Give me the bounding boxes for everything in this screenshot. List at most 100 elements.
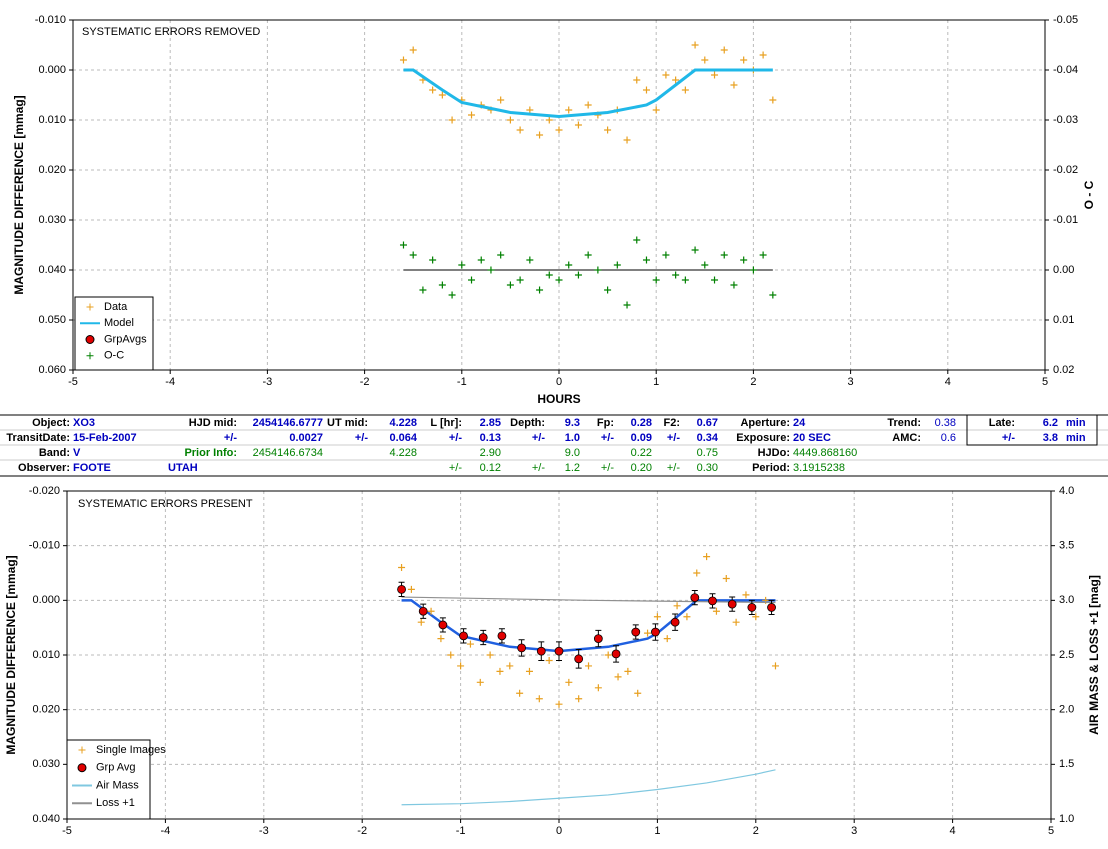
x-tick-label: -5 [62, 825, 72, 837]
legend-box [74, 296, 154, 371]
table-cell: 0.38 [935, 417, 956, 429]
x-tick-label: -3 [263, 376, 273, 388]
data-point [496, 667, 504, 675]
data-point [526, 106, 534, 114]
table-cell: XO3 [73, 417, 95, 429]
y2-tick-label: -0.01 [1053, 214, 1078, 226]
table-cell: Observer: [18, 462, 70, 474]
table-cell: 2.85 [480, 417, 501, 429]
table-cell: Late: [989, 417, 1015, 429]
table-cell: Depth: [510, 417, 545, 429]
data-point [575, 695, 583, 703]
legend-label: Data [104, 301, 128, 313]
data-point [771, 662, 779, 670]
group-average [747, 603, 757, 612]
data-point [672, 76, 680, 84]
y2-tick-label: -0.04 [1053, 64, 1078, 76]
data-point [526, 256, 534, 264]
table-cell: +/- [601, 432, 614, 444]
data-point [672, 271, 680, 279]
table-cell: 15-Feb-2007 [73, 432, 137, 444]
y-tick-label: 0.020 [38, 164, 66, 176]
x-tick-label: -5 [68, 376, 78, 388]
data-point [448, 291, 456, 299]
data-point [536, 131, 544, 139]
series-line [401, 769, 776, 806]
late-box [966, 414, 1098, 446]
series-line [403, 68, 773, 119]
y-tick-label: 0.040 [38, 264, 66, 276]
data-point [506, 116, 514, 124]
x-tick-label: 3 [848, 376, 854, 388]
x-tick-label: 1 [654, 825, 660, 837]
data-point [604, 126, 612, 134]
table-cell: 1.0 [565, 432, 580, 444]
group-average [670, 617, 680, 627]
table-cell: UT mid: [327, 417, 368, 429]
plot-frame [66, 490, 1052, 820]
x-tick-label: 1 [653, 376, 659, 388]
group-average [418, 606, 428, 616]
data-point [720, 46, 728, 54]
x-tick-label: 5 [1048, 825, 1054, 837]
y2-axis-label: O - C [1082, 180, 1096, 209]
table-cell: 0.12 [480, 462, 501, 474]
group-average [767, 603, 776, 612]
legend-label: Air Mass [96, 779, 139, 791]
y2-tick-label: 0.02 [1053, 364, 1074, 376]
y-axis-label: MAGNITUDE DIFFERENCE [mmag] [4, 555, 18, 754]
y2-tick-label: 1.0 [1059, 813, 1074, 825]
group-average [690, 593, 700, 602]
table-cell: 0.13 [480, 432, 501, 444]
table-cell: TransitDate: [6, 432, 70, 444]
data-point [447, 651, 455, 659]
data-point [652, 106, 660, 114]
y-tick-label: 0.030 [32, 758, 60, 770]
data-point [752, 613, 760, 621]
group-average [574, 654, 584, 664]
y-tick-label: 0.060 [38, 364, 66, 376]
data-point [427, 607, 435, 615]
group-average [438, 620, 448, 630]
data-point [749, 266, 757, 274]
data-point [429, 256, 437, 264]
chart-title: SYSTEMATIC ERRORS REMOVED [82, 26, 260, 38]
table-cell: 24 [793, 417, 806, 429]
group-average [651, 627, 660, 637]
info-table [0, 414, 1108, 477]
group-average [631, 627, 641, 637]
data-point [458, 261, 466, 269]
table-cell: min [1066, 432, 1086, 444]
y-tick-label: 0.000 [38, 64, 66, 76]
group-average [536, 646, 546, 656]
data-point [584, 101, 592, 109]
table-cell: Fp: [597, 417, 614, 429]
table-cell: FOOTE [73, 462, 111, 474]
data-point [565, 261, 573, 269]
data-point [701, 56, 709, 64]
data-point [653, 613, 661, 621]
data-point [740, 56, 748, 64]
x-axis-label: HOURS [537, 392, 580, 406]
table-cell: 6.2 [1043, 417, 1058, 429]
x-tick-label: -4 [165, 376, 175, 388]
data-point [525, 667, 533, 675]
x-tick-label: 2 [750, 376, 756, 388]
legend-label: Grp Avg [96, 762, 136, 774]
data-point [399, 56, 407, 64]
data-point [516, 126, 524, 134]
data-point [623, 136, 631, 144]
data-point [584, 251, 592, 259]
legend-label: Loss +1 [96, 797, 135, 809]
data-point [555, 276, 563, 284]
y-tick-label: 0.010 [38, 114, 66, 126]
data-point [742, 591, 750, 599]
data-point [516, 276, 524, 284]
table-cell: 2454146.6734 [253, 447, 323, 459]
data-point [409, 251, 417, 259]
table-cell: AMC: [892, 432, 921, 444]
legend-marker [86, 303, 94, 311]
data-point [759, 251, 767, 259]
data-point [497, 251, 505, 259]
data-point [634, 689, 642, 697]
